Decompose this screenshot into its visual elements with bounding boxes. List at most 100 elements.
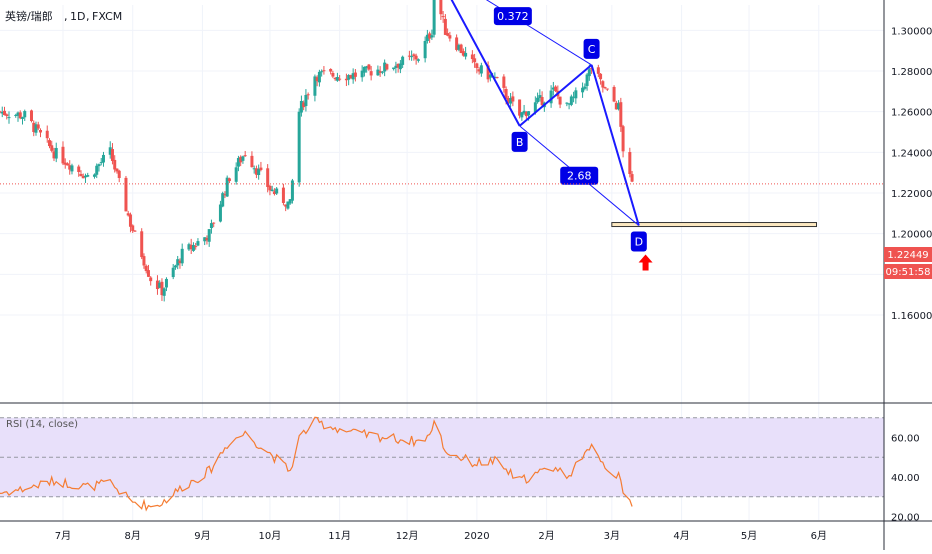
candle-body <box>223 194 227 196</box>
candle-body <box>140 231 144 258</box>
candle-body <box>603 87 607 89</box>
candle-body <box>432 0 436 35</box>
y-tick-label: 1.20000 <box>891 230 932 241</box>
ratio-label-box <box>560 166 599 185</box>
y-tick-label: 1.28000 <box>891 67 932 78</box>
candle-body <box>268 185 272 191</box>
candle-body <box>92 174 96 177</box>
candle-body <box>351 73 355 80</box>
candle-body <box>306 94 310 96</box>
chart-title-source: FXCM <box>92 10 122 23</box>
candle-body <box>455 37 459 50</box>
pattern-point-box <box>511 131 528 152</box>
candle-body <box>38 130 42 133</box>
candle-body <box>225 177 229 197</box>
rsi-tick-label: 40.00 <box>891 473 920 484</box>
pattern-point-box <box>583 38 600 59</box>
chart-title-sep-1: , <box>64 10 68 23</box>
rsi-series <box>0 416 633 512</box>
candle-body <box>493 76 497 79</box>
candle-body <box>97 164 101 167</box>
candle-body <box>511 96 515 102</box>
candle-body <box>70 165 74 172</box>
candle-body <box>297 111 301 183</box>
candle-body <box>7 117 11 119</box>
candle-body <box>36 124 40 129</box>
candle-body <box>131 225 135 231</box>
candle-body <box>160 281 164 296</box>
candle-body <box>502 76 506 88</box>
pattern-point-label: D <box>635 236 643 249</box>
candle-body <box>47 140 51 147</box>
candle-body <box>362 66 366 73</box>
candle-body <box>540 97 544 106</box>
candle-body <box>101 154 105 163</box>
candle-body <box>457 45 461 50</box>
candle-body <box>18 112 22 119</box>
candle-body <box>551 87 555 90</box>
candle-body <box>207 229 211 242</box>
candle-body <box>554 86 558 92</box>
candle-body <box>194 246 198 248</box>
candle-body <box>338 78 342 80</box>
candle-body <box>396 63 400 68</box>
candle-body <box>617 103 621 110</box>
candle-body <box>146 270 150 277</box>
candle-body <box>32 122 36 133</box>
x-tick-label: 9月 <box>194 530 210 542</box>
candle-body <box>317 71 321 83</box>
candle-body <box>416 59 420 61</box>
candle-body <box>189 244 193 250</box>
candle-body <box>461 51 465 56</box>
rsi-band <box>0 417 884 498</box>
candle-body <box>518 99 522 116</box>
candle-body <box>628 152 632 174</box>
candle-body <box>459 44 463 54</box>
candle-body <box>205 238 209 241</box>
candle-body <box>448 35 452 39</box>
candle-body <box>83 175 87 178</box>
candle-body <box>495 77 499 79</box>
candle-body <box>527 111 531 116</box>
candle-body <box>473 58 477 63</box>
x-tick-label: 5月 <box>741 530 757 542</box>
candle-body <box>115 168 119 172</box>
candle-body <box>290 180 294 201</box>
candle-body <box>124 177 128 212</box>
candle-body <box>158 282 162 288</box>
pattern-leg-bc <box>518 64 593 127</box>
candle-body <box>29 110 33 122</box>
candle-body <box>128 214 132 227</box>
candle-body <box>477 69 481 72</box>
candle-body <box>630 174 634 182</box>
candle-body <box>385 64 389 70</box>
candle-body <box>407 55 411 57</box>
pattern-point-label: C <box>588 43 596 56</box>
candle-body <box>155 280 159 290</box>
last-price-badge <box>884 247 932 262</box>
candle-body <box>380 71 384 73</box>
candle-body <box>254 168 258 175</box>
candle-body <box>164 278 168 288</box>
candle-body <box>567 103 571 105</box>
candle-body <box>23 111 27 118</box>
candle-body <box>52 151 56 159</box>
candle-body <box>286 201 290 209</box>
x-tick-label: 12月 <box>396 530 419 542</box>
candle-body <box>581 87 585 93</box>
candle-body <box>412 54 416 57</box>
candle-body <box>243 155 247 157</box>
candle-body <box>605 88 609 90</box>
target-zone[interactable] <box>611 222 818 228</box>
candle-body <box>347 75 351 80</box>
candle-body <box>0 111 4 114</box>
candle-body <box>257 168 261 176</box>
candle-body <box>227 178 231 182</box>
candle-body <box>54 147 58 159</box>
candles <box>0 0 634 302</box>
candle-body <box>252 168 256 170</box>
y-tick-label: 1.22000 <box>891 189 932 200</box>
